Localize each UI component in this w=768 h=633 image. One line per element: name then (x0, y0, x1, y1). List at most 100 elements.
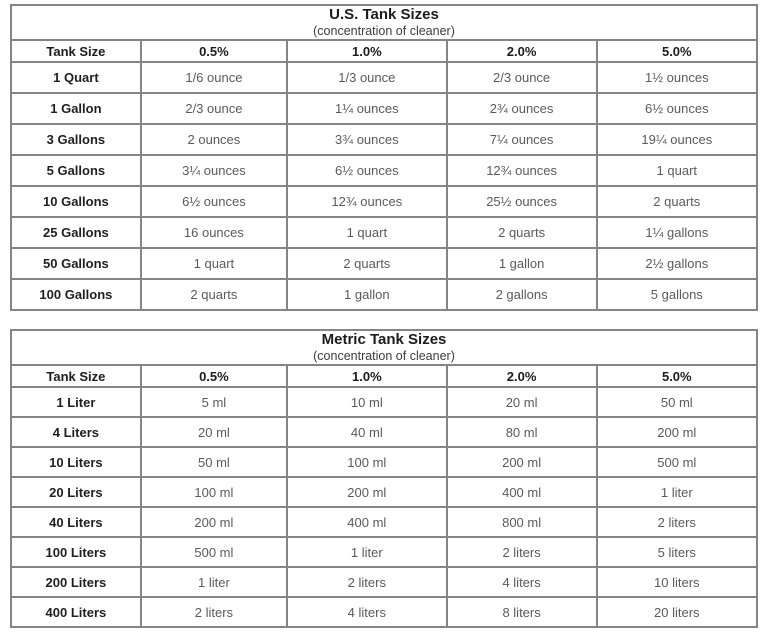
column-header-row: Tank Size 0.5% 1.0% 2.0% 5.0% (10, 364, 759, 388)
column-header-row: Tank Size 0.5% 1.0% 2.0% 5.0% (10, 39, 759, 63)
tank-size-cell: 1 Quart (10, 61, 142, 94)
amount-cell: 3¾ ounces (286, 123, 448, 156)
amount-cell: 1¼ ounces (286, 92, 448, 125)
tank-size-cell: 10 Liters (10, 446, 142, 478)
amount-cell: 10 ml (286, 386, 448, 418)
amount-cell: 10 liters (595, 566, 759, 598)
table-row: 10 Gallons 6½ ounces 12¾ ounces 25½ ounces 2… (10, 185, 759, 218)
tank-size-cell: 5 Gallons (10, 154, 142, 187)
concentration-header: 1.0% (286, 364, 448, 388)
us-tank-sizes-table: U.S. Tank Sizes (concentration of cleaner… (10, 4, 759, 311)
table-title-cell: Metric Tank Sizes (concentration of clean… (10, 329, 758, 366)
table-row: 1 Liter 5 ml 10 ml 20 ml 50 ml (10, 386, 759, 418)
tank-size-cell: 20 Liters (10, 476, 142, 508)
table-row: 200 Liters 1 liter 2 liters 4 liters 10 lite… (10, 566, 759, 598)
amount-cell: 2 quarts (445, 216, 598, 249)
metric-tank-sizes-table: Metric Tank Sizes (concentration of clean… (10, 329, 759, 628)
amount-cell: 2 liters (595, 506, 759, 538)
amount-cell: 1 liter (139, 566, 289, 598)
amount-cell: 1 quart (286, 216, 448, 249)
amount-cell: 40 ml (286, 416, 448, 448)
amount-cell: 1½ ounces (595, 61, 759, 94)
tank-size-cell: 3 Gallons (10, 123, 142, 156)
amount-cell: 5 liters (595, 536, 759, 568)
tank-size-cell: 1 Gallon (10, 92, 142, 125)
table-row: 100 Liters 500 ml 1 liter 2 liters 5 liters (10, 536, 759, 568)
tank-size-cell: 200 Liters (10, 566, 142, 598)
tank-size-header: Tank Size (10, 364, 142, 388)
amount-cell: 19¼ ounces (595, 123, 759, 156)
amount-cell: 6½ ounces (139, 185, 289, 218)
amount-cell: 100 ml (139, 476, 289, 508)
concentration-header: 0.5% (139, 364, 289, 388)
table-row: 1 Gallon 2/3 ounce 1¼ ounces 2¾ ounces 6½ ou… (10, 92, 759, 125)
amount-cell: 2 quarts (595, 185, 759, 218)
us-tank-sizes-grid: U.S. Tank Sizes (concentration of cleaner… (10, 4, 759, 311)
amount-cell: 4 liters (286, 596, 448, 628)
amount-cell: 2 liters (445, 536, 598, 568)
amount-cell: 2 liters (139, 596, 289, 628)
amount-cell: 1 gallon (445, 247, 598, 280)
table-title: Metric Tank Sizes (321, 331, 447, 348)
table-row: 3 Gallons 2 ounces 3¾ ounces 7¼ ounces 19¼ o… (10, 123, 759, 156)
amount-cell: 1¼ gallons (595, 216, 759, 249)
amount-cell: 2 gallons (445, 278, 598, 311)
amount-cell: 1 liter (286, 536, 448, 568)
amount-cell: 4 liters (445, 566, 598, 598)
amount-cell: 5 ml (139, 386, 289, 418)
amount-cell: 2/3 ounce (139, 92, 289, 125)
table-row: 20 Liters 100 ml 200 ml 400 ml 1 liter (10, 476, 759, 508)
table-row: 4 Liters 20 ml 40 ml 80 ml 200 ml (10, 416, 759, 448)
concentration-header: 0.5% (139, 39, 289, 63)
amount-cell: 1 quart (595, 154, 759, 187)
table-row: 5 Gallons 3¼ ounces 6½ ounces 12¾ ounces 1 q… (10, 154, 759, 187)
amount-cell: 1 gallon (286, 278, 448, 311)
amount-cell: 7¼ ounces (445, 123, 598, 156)
amount-cell: 2/3 ounce (445, 61, 598, 94)
amount-cell: 16 ounces (139, 216, 289, 249)
tank-size-cell: 40 Liters (10, 506, 142, 538)
amount-cell: 400 ml (445, 476, 598, 508)
tank-size-cell: 4 Liters (10, 416, 142, 448)
tank-size-cell: 100 Liters (10, 536, 142, 568)
amount-cell: 80 ml (445, 416, 598, 448)
amount-cell: 2 quarts (286, 247, 448, 280)
concentration-header: 2.0% (445, 364, 598, 388)
metric-tank-sizes-grid: Metric Tank Sizes (concentration of clean… (10, 329, 759, 628)
amount-cell: 6½ ounces (595, 92, 759, 125)
amount-cell: 1 quart (139, 247, 289, 280)
table-title-row: Metric Tank Sizes (concentration of clean… (10, 329, 758, 366)
amount-cell: 500 ml (139, 536, 289, 568)
tank-size-cell: 50 Gallons (10, 247, 142, 280)
table-row: 40 Liters 200 ml 400 ml 800 ml 2 liters (10, 506, 759, 538)
tank-size-cell: 400 Liters (10, 596, 142, 628)
concentration-header: 2.0% (445, 39, 598, 63)
amount-cell: 20 ml (445, 386, 598, 418)
table-title-cell: U.S. Tank Sizes (concentration of cleaner… (10, 4, 758, 41)
amount-cell: 100 ml (286, 446, 448, 478)
amount-cell: 200 ml (286, 476, 448, 508)
concentration-header: 5.0% (595, 364, 759, 388)
amount-cell: 6½ ounces (286, 154, 448, 187)
amount-cell: 2 quarts (139, 278, 289, 311)
table-row: 10 Liters 50 ml 100 ml 200 ml 500 ml (10, 446, 759, 478)
concentration-header: 1.0% (286, 39, 448, 63)
amount-cell: 400 ml (286, 506, 448, 538)
table-row: 100 Gallons 2 quarts 1 gallon 2 gallons 5 ga… (10, 278, 759, 311)
tank-size-cell: 100 Gallons (10, 278, 142, 311)
amount-cell: 25½ ounces (445, 185, 598, 218)
table-row: 25 Gallons 16 ounces 1 quart 2 quarts 1¼ gal… (10, 216, 759, 249)
amount-cell: 20 ml (139, 416, 289, 448)
tank-size-cell: 25 Gallons (10, 216, 142, 249)
table-row: 50 Gallons 1 quart 2 quarts 1 gallon 2½ gall… (10, 247, 759, 280)
amount-cell: 1/3 ounce (286, 61, 448, 94)
table-title-row: U.S. Tank Sizes (concentration of cleaner… (10, 4, 758, 41)
tank-size-header: Tank Size (10, 39, 142, 63)
amount-cell: 200 ml (139, 506, 289, 538)
table-title: U.S. Tank Sizes (329, 6, 439, 23)
amount-cell: 200 ml (445, 446, 598, 478)
amount-cell: 8 liters (445, 596, 598, 628)
amount-cell: 12¾ ounces (286, 185, 448, 218)
amount-cell: 2 liters (286, 566, 448, 598)
